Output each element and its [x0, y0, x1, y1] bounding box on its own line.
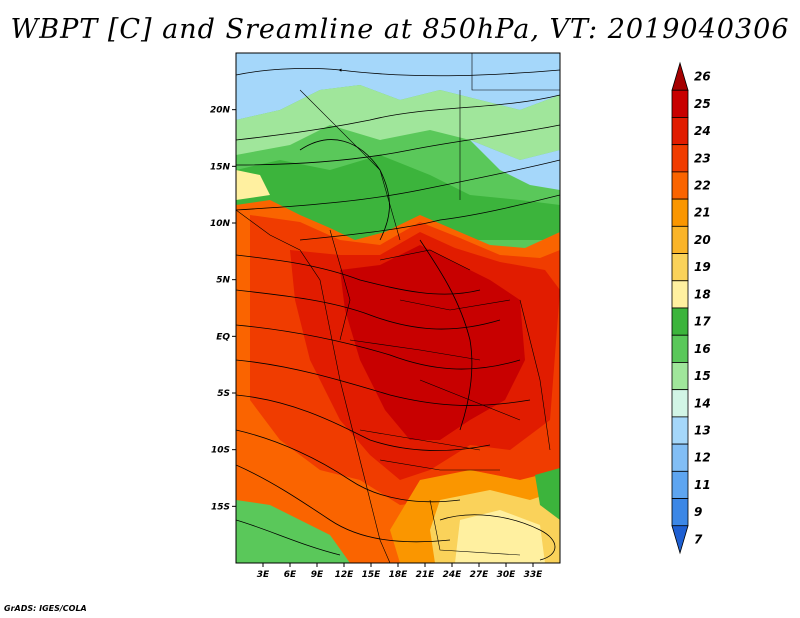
streamline [236, 464, 451, 543]
lon-tick-label: 3E [257, 570, 270, 580]
colorbar-segment [671, 498, 689, 527]
country-borders [236, 53, 560, 563]
field-green-southeast [535, 468, 560, 520]
lat-tick-label: EQ [216, 332, 230, 342]
coastline [236, 209, 391, 563]
map-field [236, 53, 560, 563]
border-line [329, 229, 351, 341]
lat-tick-label: 15N [210, 162, 231, 172]
border-line [429, 499, 521, 556]
colorbar-label: 13 [694, 424, 711, 438]
lon-tick-label: 18E [389, 570, 409, 580]
colorbar-label: 24 [694, 124, 711, 138]
border-line [419, 379, 521, 421]
streamline [236, 394, 491, 451]
colorbar-segment [671, 144, 689, 173]
colorbar-segment [671, 525, 689, 555]
lat-tick-label: 15S [211, 502, 230, 512]
colorbar-label: 9 [694, 505, 702, 519]
streamline [236, 289, 501, 330]
colorbar-segment [671, 470, 689, 499]
colorbar: 26 25 24 23 22 21 20 19 18 17 16 15 14 13 12 11 9 7 [671, 61, 711, 555]
colorbar-label: 11 [694, 478, 711, 492]
colorbar-segment [671, 389, 689, 418]
colorbar-segment [671, 225, 689, 254]
colorbar-label: 23 [694, 151, 711, 165]
streamline [236, 429, 461, 503]
colorbar-segment [671, 307, 689, 336]
colorbar-label: 7 [694, 532, 703, 546]
streamline [236, 94, 560, 141]
streamline [236, 324, 521, 370]
streamline [419, 239, 473, 431]
streamline [236, 67, 560, 77]
lon-tick-label: 30E [497, 570, 517, 580]
lon-tick-label: 33E [524, 570, 544, 580]
lat-tick-label: 10S [211, 446, 230, 456]
field-cream-northwest [236, 170, 270, 200]
field-blue-northeast [470, 140, 560, 190]
colorbar-segment [671, 362, 689, 391]
colorbar-label: 26 [694, 70, 711, 84]
colorbar-segment [671, 416, 689, 445]
lat-tick-label: 10N [210, 219, 231, 229]
border-line [349, 339, 481, 361]
colorbar-segment [671, 334, 689, 363]
colorbar-segment [671, 253, 689, 282]
chart-title: WBPT [C] and Sreamline at 850hPa, VT: 20… [10, 14, 790, 45]
colorbar-segment [671, 171, 689, 200]
lat-tick-label: 5S [217, 389, 230, 399]
colorbar-label: 16 [694, 342, 711, 356]
streamline [299, 194, 560, 241]
lon-tick-label: 15E [362, 570, 382, 580]
streamline [236, 359, 531, 406]
border-line [379, 459, 500, 471]
grads-credit: GrADS: IGES/COLA [4, 604, 87, 613]
colorbar-segment [671, 117, 689, 146]
colorbar-label: 15 [694, 369, 711, 383]
colorbar-label: 25 [694, 97, 711, 111]
streamline [236, 159, 560, 211]
field-dark-red [340, 245, 525, 440]
border-line [471, 53, 560, 91]
streamline [236, 254, 481, 295]
colorbar-label: 20 [694, 233, 711, 247]
colorbar-label: 21 [694, 206, 711, 220]
streamline [439, 514, 556, 561]
field-dark-green-band [236, 155, 560, 240]
lon-tick-label: 24E [443, 570, 463, 580]
colorbar-label: 19 [694, 260, 711, 274]
field-cream-south [455, 510, 545, 563]
lon-tick-label: 27E [470, 570, 490, 580]
colorbar-label: 17 [694, 315, 711, 329]
colorbar-label: 12 [694, 451, 711, 465]
border-line [379, 249, 471, 271]
lat-tick-label: 20N [210, 106, 231, 116]
colorbar-segment [671, 198, 689, 227]
colorbar-segment [671, 61, 689, 91]
colorbar-segment [671, 280, 689, 309]
lon-tick-label: 6E [284, 570, 297, 580]
colorbar-label: 18 [694, 287, 711, 301]
lat-axis: 20N 15N 10N 5N EQ 5S 10S 15S [210, 106, 236, 512]
streamline [236, 124, 560, 166]
border-line [359, 429, 481, 451]
field-blue-north [236, 53, 560, 120]
colorbar-label: 14 [694, 396, 711, 410]
colorbar-segment [671, 89, 689, 118]
lat-tick-label: 5N [216, 276, 230, 286]
lon-tick-label: 12E [335, 570, 355, 580]
field-light-green-north [236, 85, 560, 160]
colorbar-label: 22 [694, 179, 711, 193]
colorbar-segment [671, 443, 689, 472]
lon-tick-label: 9E [311, 570, 324, 580]
border-line [299, 89, 401, 241]
field-green-southwest [236, 500, 350, 563]
lon-axis: 3E 6E 9E 12E 15E 18E 21E 24E 27E 30E 33E [257, 563, 543, 580]
border-line [399, 299, 511, 311]
lon-tick-label: 21E [416, 570, 436, 580]
streamline [236, 519, 341, 556]
border-line [519, 299, 551, 451]
